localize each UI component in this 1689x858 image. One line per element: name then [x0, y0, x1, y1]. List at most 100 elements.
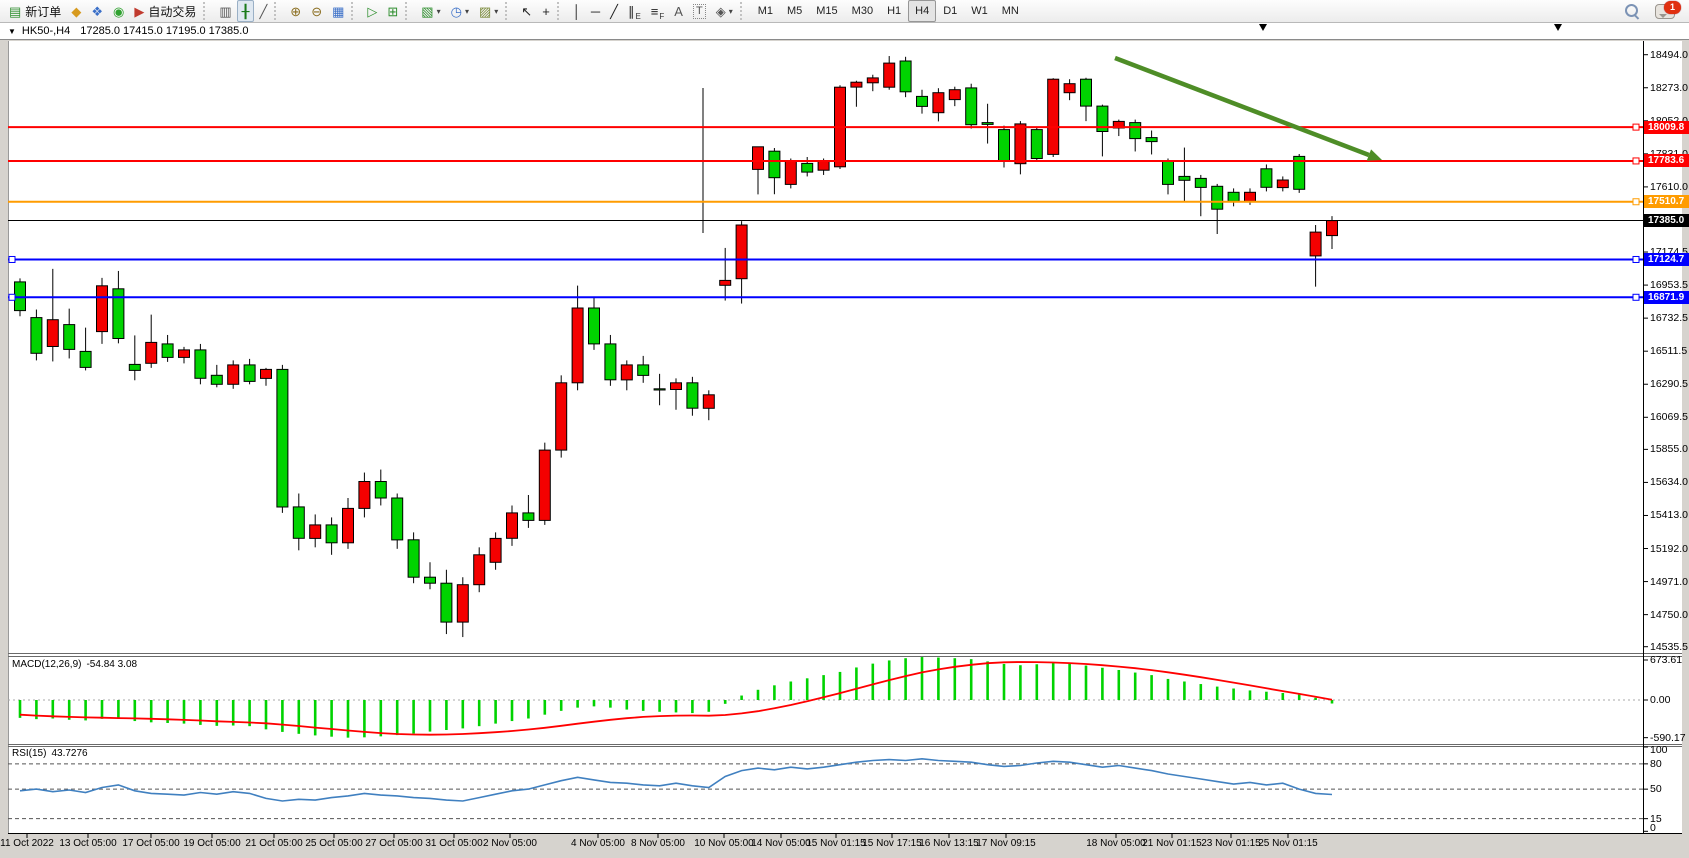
price-tick-label: 15855.0 — [1650, 443, 1688, 456]
timeframe-button-h4[interactable]: H4 — [908, 0, 937, 22]
chart-candles-icon: ╂ — [241, 3, 250, 19]
horizontal-line-button[interactable]: ─ — [586, 0, 605, 22]
autotrading-button[interactable]: ▶ 自动交易 — [129, 0, 201, 22]
tile-windows-button[interactable]: ▦ — [327, 0, 349, 22]
price-tick-label: 16511.5 — [1650, 345, 1688, 358]
new-order-button[interactable]: ▤ 新订单 — [4, 0, 66, 22]
toolbar-separator — [203, 2, 210, 20]
crosshair-button[interactable]: + — [537, 0, 555, 22]
zoom-out-button[interactable]: ⊖ — [306, 0, 327, 22]
chart-menu-arrow-icon[interactable]: ▼ — [8, 27, 16, 36]
chart-line-button[interactable]: ╱ — [254, 0, 272, 22]
main-toolbar: ▤ 新订单 ◆ ❖ ◉ ▶ 自动交易 ▥ ╂ ╱ ⊕ ⊖ ▦ ▷ ⊞ ▧ ▾ ◷ ▾ ▨ ▾ ↖ + │ ─ ╱ ∥ E ≡ F A T ◈ ▾ M… — [0, 0, 1689, 23]
chart-caption: ▼ HK50-,H4 17285.0 17415.0 17195.0 17385.0 — [0, 23, 1689, 40]
template-button[interactable]: ▨ ▾ — [474, 0, 503, 22]
chart-bars-button[interactable]: ▥ — [214, 0, 236, 22]
tool-sub-letter: E — [635, 12, 641, 21]
market-watch-icon: ◆ — [71, 3, 82, 19]
time-axis-label: 8 Nov 05:00 — [631, 838, 685, 849]
price-tick-label: 14750.0 — [1650, 608, 1688, 621]
ea-signal-icon: ◉ — [112, 3, 125, 19]
chevron-down-icon[interactable]: ▾ — [494, 6, 499, 16]
search-handle — [1633, 14, 1640, 20]
indicators-list-button[interactable]: ▷ — [362, 0, 382, 22]
timeframe-button-h1[interactable]: H1 — [887, 5, 902, 17]
price-tick-label: 14535.5 — [1650, 640, 1688, 653]
macd-tick-label: 0.00 — [1650, 694, 1671, 706]
time-axis-label: 16 Nov 13:15 — [919, 838, 979, 849]
chart-symbol-period: HK50-,H4 — [21, 25, 71, 37]
ea-signal-button[interactable]: ◉ — [108, 0, 129, 22]
market-watch-button[interactable]: ◆ — [66, 0, 86, 22]
indicators-list-icon: ▷ — [367, 3, 378, 19]
toolbar-separator — [556, 2, 564, 20]
macd-indicator-label: MACD(12,26,9) -54.84 3.08 — [12, 659, 138, 670]
period-clock-icon: ◷ — [450, 3, 462, 19]
search-icon[interactable] — [1625, 4, 1640, 20]
arrows-button[interactable]: ◈ ▾ — [711, 0, 738, 22]
new-order-icon: ▤ — [9, 3, 22, 19]
crosshair-icon: + — [542, 3, 550, 19]
notification-badge[interactable]: 1 — [1664, 1, 1681, 14]
chevron-down-icon[interactable]: ▾ — [464, 6, 469, 16]
main-chart-plot[interactable] — [8, 41, 1683, 833]
price-tick-label: 16732.5 — [1650, 312, 1688, 325]
rsi-tick-label: 100 — [1650, 744, 1668, 756]
price-level-label: 17124.7 — [1644, 252, 1689, 266]
time-axis-label: 18 Nov 05:00 — [1086, 838, 1146, 849]
time-axis-label: 17 Nov 09:15 — [976, 838, 1036, 849]
add-indicator-button[interactable]: ⊞ — [382, 0, 403, 22]
timeframe-button-mn[interactable]: MN — [1001, 5, 1019, 17]
toolbar-separator — [351, 2, 358, 20]
price-tick-label: 16290.5 — [1650, 378, 1688, 391]
chart-ohlc-readout: 17285.0 17415.0 17195.0 17385.0 — [80, 25, 249, 37]
time-axis-label: 27 Oct 05:00 — [365, 838, 423, 849]
window-frame-right — [1682, 41, 1689, 858]
navigator-button[interactable]: ❖ — [86, 0, 108, 22]
price-tick-label: 18494.0 — [1650, 48, 1688, 61]
channel-button[interactable]: ∥ E — [623, 0, 646, 22]
timeframe-button-m30[interactable]: M30 — [851, 5, 874, 17]
time-axis-label: 11 Oct 2022 — [0, 838, 54, 849]
channel-icon: ∥ — [627, 3, 635, 19]
arrows-icon: ◈ — [715, 3, 726, 19]
trendline-icon: ╱ — [610, 3, 618, 19]
price-level-label: 17510.7 — [1644, 195, 1689, 209]
chevron-down-icon[interactable]: ▾ — [436, 6, 441, 16]
timeframe-button-m5[interactable]: M5 — [786, 5, 803, 17]
text-button[interactable]: A — [669, 0, 688, 22]
price-tick-label: 15413.0 — [1650, 509, 1688, 522]
price-tick-label: 14971.0 — [1650, 575, 1688, 588]
chart-bars-icon: ▥ — [219, 3, 232, 19]
timeframe-button-m1[interactable]: M1 — [757, 5, 773, 17]
toolbar-separator — [405, 2, 412, 20]
zoom-out-icon: ⊖ — [311, 3, 323, 19]
template-icon: ▨ — [478, 3, 492, 19]
time-axis-label: 10 Nov 05:00 — [694, 838, 754, 849]
time-axis-label: 4 Nov 05:00 — [571, 838, 625, 849]
text-label-button[interactable]: T — [688, 0, 711, 22]
cursor-button[interactable]: ↖ — [516, 0, 537, 22]
period-clock-button[interactable]: ◷ ▾ — [446, 0, 474, 22]
timeframe-button-w1[interactable]: W1 — [971, 5, 988, 17]
chevron-down-icon[interactable]: ▾ — [728, 6, 733, 16]
price-tick-label: 16953.5 — [1650, 279, 1688, 292]
search-lens — [1625, 4, 1638, 17]
new-order-button-label: 新订单 — [25, 4, 62, 19]
vertical-line-button[interactable]: │ — [568, 0, 586, 22]
add-indicator-icon: ⊞ — [387, 3, 399, 19]
rsi-tick-label: 50 — [1650, 783, 1662, 796]
timeframe-button-m15[interactable]: M15 — [816, 5, 838, 17]
zoom-in-button[interactable]: ⊕ — [285, 0, 306, 22]
time-axis-label: 23 Nov 01:15 — [1201, 838, 1261, 849]
trendline-button[interactable]: ╱ — [605, 0, 623, 22]
toolbar-separator — [739, 2, 747, 20]
timeframe-button-d1[interactable]: D1 — [943, 5, 958, 17]
price-tick-label: 15634.0 — [1650, 476, 1688, 489]
zoom-in-icon: ⊕ — [290, 3, 302, 19]
new-chart-button[interactable]: ▧ ▾ — [416, 0, 445, 22]
chart-candles-button[interactable]: ╂ — [236, 0, 255, 22]
horizontal-line-icon: ─ — [590, 3, 601, 19]
fibonacci-button[interactable]: ≡ F — [646, 0, 669, 22]
